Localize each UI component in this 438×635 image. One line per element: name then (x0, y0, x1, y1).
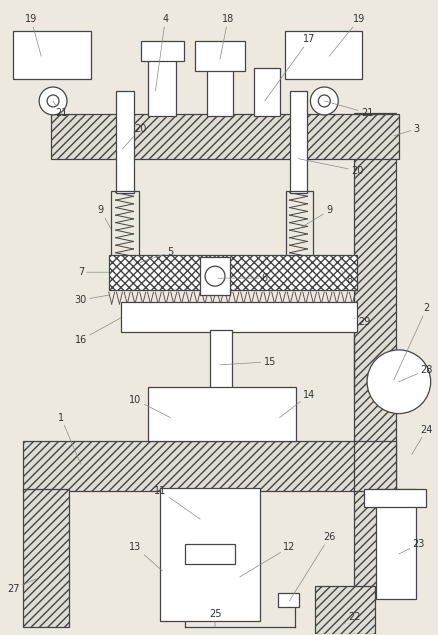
Bar (51, 114, 398, 159)
Bar (277, 593, 299, 606)
Text: 4: 4 (155, 15, 168, 91)
Bar (289, 91, 307, 192)
Bar (13, 31, 91, 79)
Bar (109, 255, 356, 290)
Text: 19: 19 (328, 15, 364, 56)
Text: 1: 1 (58, 413, 81, 464)
Bar (148, 51, 176, 116)
Bar (23, 441, 395, 491)
Bar (207, 48, 233, 116)
Bar (160, 488, 259, 620)
Text: 11: 11 (154, 486, 200, 519)
Bar (200, 257, 230, 295)
Text: 8: 8 (340, 271, 351, 285)
Text: 10: 10 (129, 394, 170, 418)
Bar (284, 31, 361, 79)
Circle shape (366, 350, 430, 413)
Bar (353, 113, 395, 589)
Bar (209, 330, 231, 392)
Text: 17: 17 (264, 34, 315, 101)
Bar (285, 190, 313, 262)
Text: 21: 21 (324, 101, 372, 118)
Text: 29: 29 (353, 317, 369, 327)
Bar (120, 302, 356, 332)
Text: 18: 18 (219, 15, 233, 59)
Text: 20: 20 (122, 124, 146, 149)
Text: 9: 9 (98, 206, 110, 229)
Bar (185, 544, 234, 564)
Bar (140, 41, 184, 61)
Circle shape (205, 266, 224, 286)
Bar (115, 91, 133, 192)
Text: 5: 5 (140, 247, 173, 262)
Text: 16: 16 (74, 318, 120, 345)
Text: 20: 20 (298, 159, 363, 176)
Text: 12: 12 (239, 542, 295, 577)
Circle shape (318, 95, 329, 107)
Text: 27: 27 (7, 579, 36, 594)
Bar (375, 489, 415, 599)
Text: 24: 24 (411, 425, 432, 455)
Text: 13: 13 (129, 542, 162, 571)
Text: 28: 28 (398, 364, 432, 382)
Bar (200, 489, 241, 547)
Text: 3: 3 (393, 124, 419, 136)
Text: 14: 14 (279, 390, 315, 418)
Text: 9: 9 (299, 206, 332, 229)
Text: 21: 21 (53, 101, 67, 118)
Text: 19: 19 (25, 15, 41, 56)
Bar (23, 489, 69, 627)
Text: 2: 2 (393, 303, 429, 380)
Circle shape (310, 87, 337, 115)
Bar (110, 190, 138, 262)
Circle shape (39, 87, 67, 115)
Text: 22: 22 (339, 612, 360, 627)
Text: 7: 7 (78, 267, 109, 277)
Text: 30: 30 (74, 295, 109, 305)
Bar (253, 68, 279, 116)
Bar (195, 41, 244, 71)
Circle shape (47, 95, 59, 107)
Bar (363, 489, 425, 507)
Text: 15: 15 (219, 357, 275, 367)
Bar (314, 586, 374, 634)
Text: 23: 23 (398, 539, 424, 554)
Bar (148, 387, 295, 441)
Text: 6: 6 (218, 273, 267, 283)
Text: 25: 25 (208, 609, 221, 627)
Text: 26: 26 (289, 532, 335, 601)
